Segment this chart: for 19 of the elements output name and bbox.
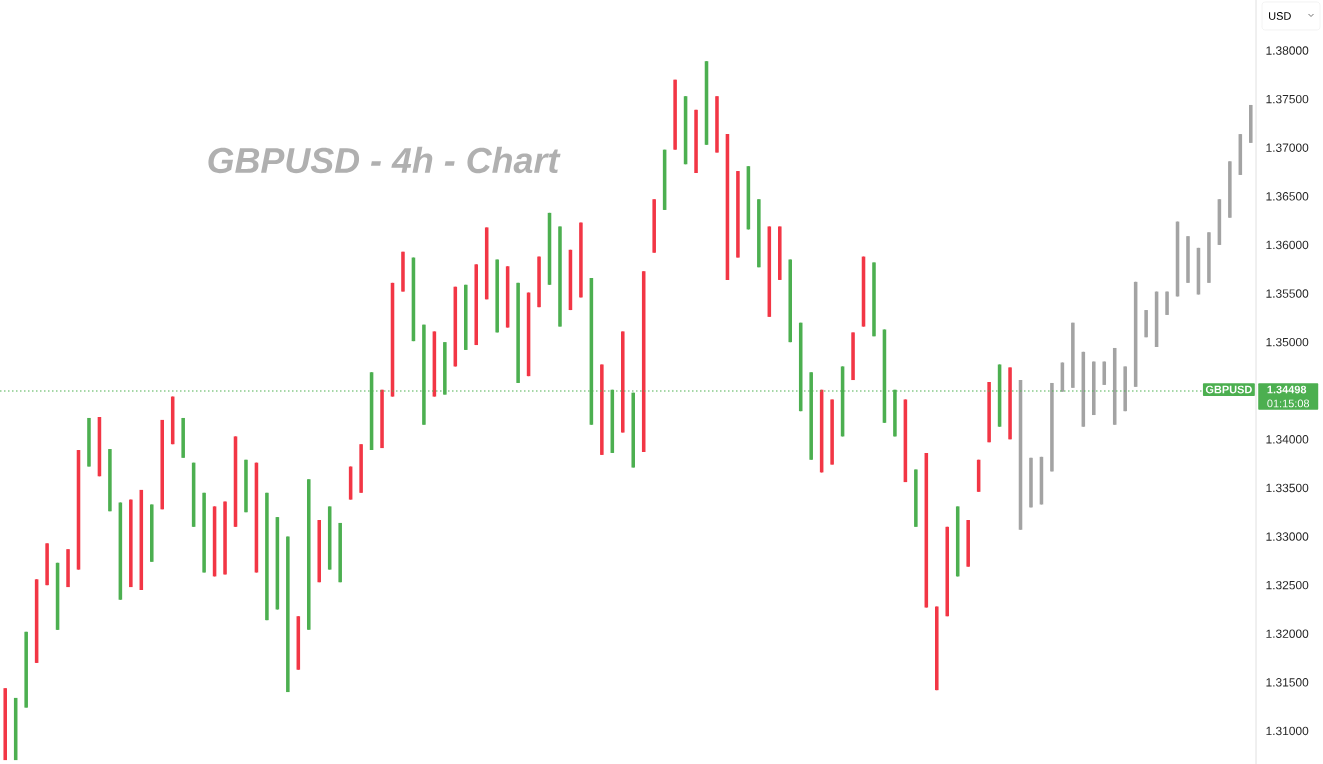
y-tick-label: 1.36500	[1266, 192, 1309, 201]
text: 1.34498	[1267, 385, 1307, 394]
y-tick-label: 1.32500	[1266, 580, 1309, 590]
y-tick-label: 1.31500	[1266, 678, 1309, 687]
text: USD	[1269, 12, 1291, 20]
y-tick-label: 1.33000	[1266, 532, 1309, 541]
y-tick-label: 1.35000	[1266, 337, 1309, 347]
y-tick-label: 1.37000	[1266, 143, 1309, 152]
y-tick-label: 1.31000	[1266, 726, 1309, 736]
y-tick-label: 1.38000	[1266, 46, 1309, 55]
y-tick-label: 1.35500	[1266, 289, 1309, 298]
y-tick-label: 1.37500	[1266, 94, 1309, 104]
y-tick-label: 1.33500	[1266, 483, 1309, 493]
text: 01:15:08	[1267, 399, 1310, 408]
ref-line-label: GBPUSD	[1205, 385, 1252, 394]
y-tick-label: 1.32000	[1266, 629, 1309, 638]
y-tick-label: 1.36000	[1266, 240, 1309, 250]
text: GBPUSD - 4h - Chart	[208, 146, 561, 174]
y-tick-label: 1.34000	[1266, 435, 1309, 444]
